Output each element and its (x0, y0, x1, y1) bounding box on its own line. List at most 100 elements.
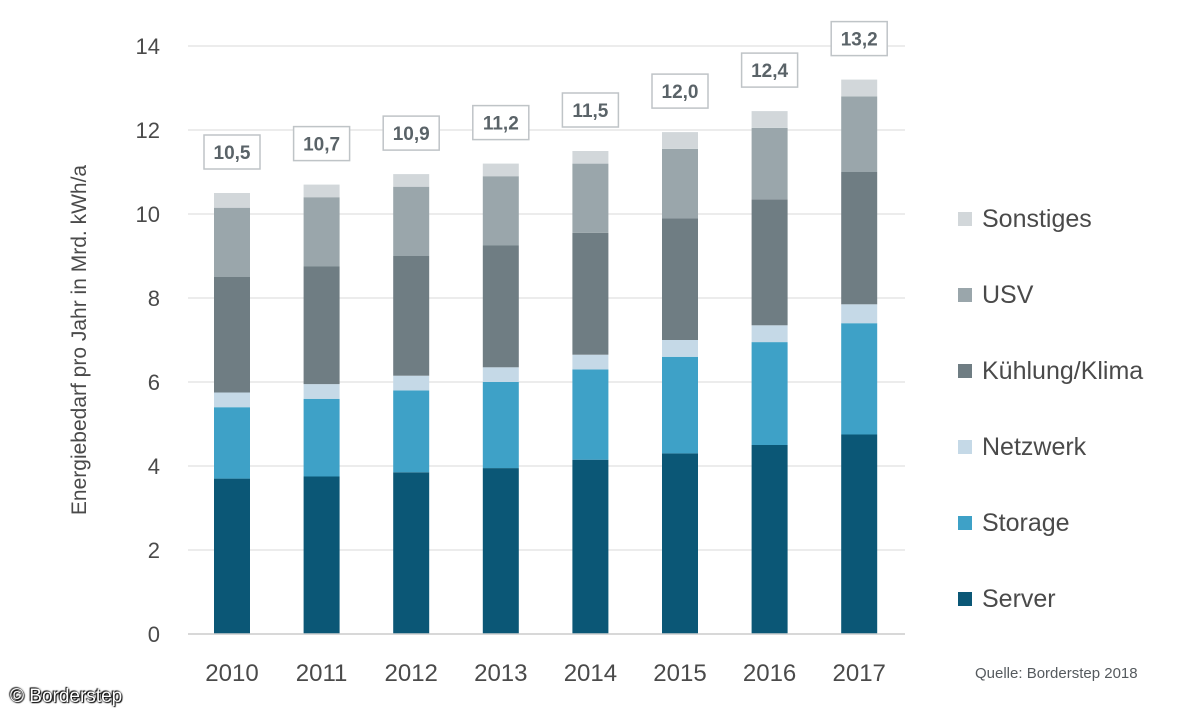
legend-label: USV (982, 280, 1034, 309)
legend-label: Kühlung/Klima (982, 356, 1144, 385)
legend-item: Netzwerk (958, 428, 1143, 466)
total-label: 10,5 (214, 143, 251, 164)
legend-item: USV (958, 276, 1143, 314)
bar-segment (662, 132, 698, 149)
y-axis: 0 2 4 6 8 10 12 14 (136, 34, 160, 647)
x-axis: 2010 2011 2012 2013 2014 2015 2016 2017 (188, 633, 905, 687)
legend-label: Netzwerk (982, 432, 1087, 461)
bar-segment (482, 468, 519, 634)
bar-segment (303, 476, 340, 634)
bar-segment (572, 232, 609, 355)
legend: Sonstiges USV Kühlung/Klima Netzwerk Storage… (958, 200, 1143, 656)
total-label: 10,7 (303, 135, 340, 156)
bar-stack-2012 (393, 174, 430, 634)
legend-swatch (958, 212, 972, 226)
bar-segment (751, 199, 788, 326)
bar-stack-2016 (751, 111, 788, 634)
legend-swatch (958, 516, 972, 530)
total-label-box (561, 92, 620, 128)
legend-swatch (958, 364, 972, 378)
bar-segment (303, 384, 340, 399)
bar-segment (482, 245, 519, 368)
bar-segment (841, 79, 878, 97)
total-label-box (830, 20, 888, 57)
bar-segment (572, 163, 609, 233)
y-tick-label: 12 (136, 118, 160, 143)
y-tick-label: 6 (148, 370, 160, 395)
y-tick-label: 0 (148, 622, 160, 647)
bar-segment (482, 176, 519, 246)
bar-stack-2011 (303, 184, 340, 634)
bar-segment (393, 472, 430, 634)
legend-label: Storage (982, 508, 1070, 537)
legend-swatch (958, 288, 972, 302)
bar-stack-2014 (572, 151, 609, 634)
bar-segment (751, 342, 788, 445)
bar-segment (841, 172, 878, 305)
bar-segment (393, 174, 430, 187)
total-label: 11,5 (572, 101, 608, 122)
stacked-bars (214, 79, 878, 634)
bar-stack-2017 (841, 79, 878, 634)
bar-segment (214, 407, 250, 479)
bar-segment (662, 148, 698, 219)
bar-segment (841, 323, 878, 435)
bar-segment (393, 256, 430, 376)
bar-segment (214, 277, 250, 393)
legend-item: Storage (958, 504, 1143, 542)
bar-segment (214, 193, 250, 208)
bar-segment (662, 453, 698, 634)
legend-label: Sonstiges (982, 204, 1092, 233)
bar-segment (751, 111, 788, 128)
bar-segment (662, 218, 698, 340)
y-tick-label: 2 (148, 538, 160, 563)
total-label-box (651, 73, 709, 109)
legend-item: Server (958, 580, 1143, 618)
y-tick-label: 14 (136, 34, 160, 59)
bar-segment (841, 96, 878, 172)
bar-segment (572, 151, 609, 164)
total-label: 10,9 (393, 124, 430, 145)
x-tick-label: 2012 (385, 660, 438, 687)
x-tick-label: 2011 (296, 660, 348, 687)
total-label: 13,2 (841, 30, 878, 51)
x-tick-label: 2015 (653, 660, 706, 687)
bar-segment (482, 163, 519, 177)
bar-segment (751, 127, 788, 200)
y-tick-label: 10 (136, 202, 160, 227)
bar-stack-2015 (662, 132, 698, 634)
legend-swatch (958, 440, 972, 454)
total-label: 11,2 (483, 114, 519, 135)
bar-segment (393, 186, 430, 256)
bar-segment (572, 369, 609, 460)
legend-label: Server (982, 584, 1056, 613)
x-tick-label: 2010 (205, 660, 258, 687)
bar-stack-2010 (214, 193, 250, 634)
total-label: 12,4 (751, 61, 788, 82)
bar-segment (303, 398, 340, 477)
bar-segment (662, 340, 698, 357)
total-label: 12,0 (662, 82, 699, 103)
bar-segment (214, 392, 250, 408)
legend-item: Kühlung/Klima (958, 352, 1143, 390)
legend-swatch (958, 592, 972, 606)
y-tick-label: 4 (148, 454, 160, 479)
x-tick-label: 2014 (564, 660, 617, 687)
bar-segment (662, 356, 698, 454)
copyright-watermark: © Borderstep (10, 686, 123, 707)
bar-segment (572, 459, 609, 634)
bar-segment (303, 197, 340, 267)
x-tick-label: 2013 (474, 660, 527, 687)
bar-segment (303, 266, 340, 385)
x-tick-label: 2017 (833, 660, 886, 687)
total-label-box (292, 125, 351, 162)
bar-segment (482, 382, 519, 469)
x-tick-label: 2016 (743, 660, 796, 687)
total-labels: 10,5 10,7 10,9 11,2 11,5 12,0 12,4 13,2 (203, 20, 888, 170)
bar-segment (751, 445, 788, 634)
bar-segment (751, 325, 788, 343)
bar-segment (393, 390, 430, 473)
bar-segment (841, 434, 878, 634)
